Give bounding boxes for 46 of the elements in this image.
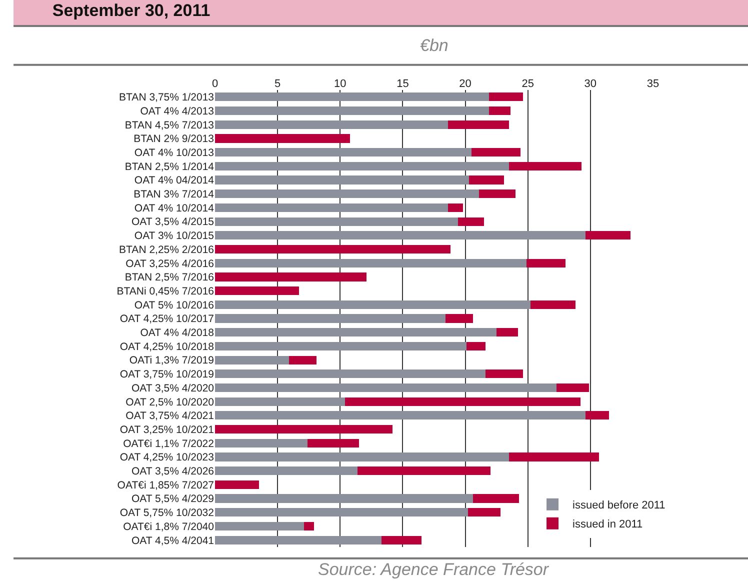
y-tick-label: BTAN 4,5% 7/2013 bbox=[124, 119, 214, 132]
chart-subtitle: €bn bbox=[420, 36, 448, 55]
y-tick-label: OAT 5,5% 4/2029 bbox=[132, 493, 214, 506]
y-tick-label: OAT 3,25% 4/2016 bbox=[126, 258, 214, 270]
y-tick-label: OAT 4% 4/2013 bbox=[140, 105, 214, 118]
y-tick-label: OAT 3,5% 4/2026 bbox=[132, 466, 214, 478]
y-tick-label: BTAN 2,5% 7/2016 bbox=[124, 272, 214, 284]
x-tick-label: 5 bbox=[274, 78, 281, 90]
y-tick-label: OAT 4% 4/2018 bbox=[140, 327, 214, 340]
y-tick-label: OAT€i 1,8% 7/2040 bbox=[123, 520, 214, 533]
x-tick-label: 35 bbox=[646, 78, 660, 90]
y-tick-label: OAT 3,75% 10/2019 bbox=[120, 368, 214, 381]
x-tick-label: 30 bbox=[584, 78, 597, 90]
y-tick-label: BTAN 3,75% 1/2013 bbox=[119, 92, 214, 104]
x-tick-label: 10 bbox=[334, 78, 346, 90]
y-tick-label: OAT 2,5% 10/2020 bbox=[126, 396, 214, 408]
y-tick-label: OATi 1,3% 7/2019 bbox=[129, 354, 214, 367]
y-tick-label: OAT 4% 10/2014 bbox=[134, 202, 214, 214]
y-tick-label: OAT 3,5% 4/2015 bbox=[132, 216, 214, 228]
source-note: Source: Agence France Trésor bbox=[318, 560, 550, 579]
y-tick-label: OAT€i 1,1% 7/2022 bbox=[123, 438, 214, 450]
y-tick-label: BTAN 2,25% 2/2016 bbox=[119, 244, 214, 256]
chart-title: September 30, 2011 bbox=[52, 1, 210, 20]
y-tick-label: OAT€i 1,85% 7/2027 bbox=[117, 479, 214, 492]
y-tick-label: BTANi 0,45% 7/2016 bbox=[116, 285, 214, 298]
y-tick-label: OAT 4% 04/2014 bbox=[134, 174, 214, 187]
x-tick-label: 20 bbox=[459, 78, 472, 90]
x-tick-label: 25 bbox=[522, 78, 534, 90]
legend-label: issued in 2011 bbox=[572, 518, 643, 531]
y-tick-label: OAT 4,5% 4/2041 bbox=[132, 534, 214, 547]
y-tick-label: OAT 4% 10/2013 bbox=[134, 146, 214, 159]
y-tick-label: OAT 3,75% 4/2021 bbox=[126, 410, 214, 422]
legend-label: issued before 2011 bbox=[572, 500, 666, 512]
y-tick-label: OAT 4,25% 10/2017 bbox=[120, 313, 214, 326]
y-tick-label: OAT 3,5% 4/2020 bbox=[132, 382, 214, 394]
y-tick-label: OAT 5% 10/2016 bbox=[134, 299, 214, 312]
x-tick-label: 0 bbox=[212, 78, 218, 90]
y-tick-label: BTAN 3% 7/2014 bbox=[134, 188, 214, 201]
y-tick-label: OAT 4,25% 10/2023 bbox=[120, 452, 214, 464]
y-tick-label: BTAN 2,5% 1/2014 bbox=[124, 160, 214, 173]
x-tick-label: 15 bbox=[396, 78, 409, 90]
y-tick-label: OAT 3,25% 10/2021 bbox=[120, 424, 214, 436]
y-tick-label: BTAN 2% 9/2013 bbox=[134, 133, 214, 146]
y-tick-label: OAT 5,75% 10/2032 bbox=[120, 507, 214, 520]
y-tick-label: OAT 3% 10/2015 bbox=[134, 230, 214, 242]
y-tick-label: OAT 4,25% 10/2018 bbox=[120, 340, 214, 353]
